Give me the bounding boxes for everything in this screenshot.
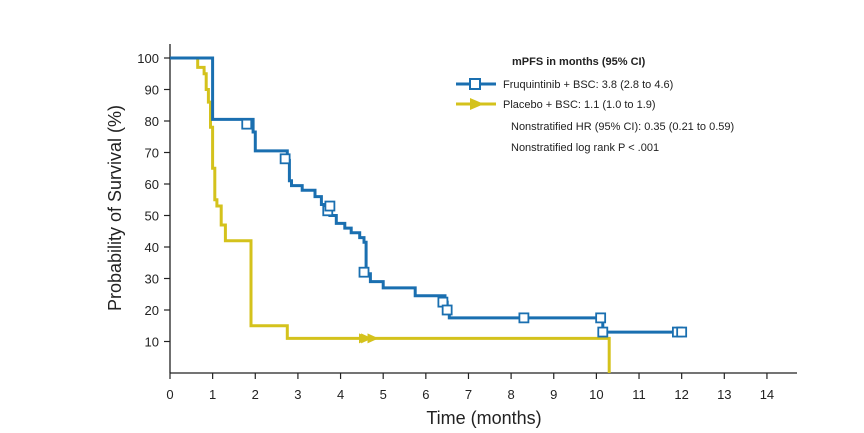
y-tick-label: 40 [145,240,159,255]
x-tick-label: 2 [252,387,259,402]
series-layer [170,56,688,373]
censor-mark-placebo [367,333,379,344]
y-tick-label: 100 [137,51,159,66]
y-tick-label: 70 [145,146,159,161]
x-tick-label: 0 [166,387,173,402]
y-ticks: 10 20 30 40 50 60 70 80 90 100 [137,51,170,350]
hr-annotation: Nonstratified HR (95% CI): 0.35 (0.21 to… [511,121,734,133]
x-tick-label: 8 [507,387,514,402]
x-tick-label: 14 [760,387,774,402]
y-tick-label: 20 [145,303,159,318]
y-tick-label: 10 [145,335,159,350]
censor-mark-fruquintinib [518,312,530,324]
censor-mark-fruquintinib [324,200,336,212]
x-tick-label: 1 [209,387,216,402]
y-tick-label: 50 [145,209,159,224]
censor-mark-fruquintinib [358,266,370,278]
x-tick-label: 12 [674,387,688,402]
x-tick-label: 3 [294,387,301,402]
x-tick-label: 7 [465,387,472,402]
legend-label-placebo: Placebo + BSC: 1.1 (1.0 to 1.9) [503,99,656,111]
logrank-annotation: Nonstratified log rank P < .001 [511,142,659,154]
legend-title: mPFS in months (95% CI) [512,56,646,68]
censor-mark-fruquintinib [441,304,453,316]
y-tick-label: 60 [145,177,159,192]
series-line-placebo [170,56,611,373]
y-tick-label: 80 [145,114,159,129]
y-tick-label: 30 [145,272,159,287]
censor-mark-fruquintinib [241,118,253,130]
x-tick-label: 9 [550,387,557,402]
censor-mark-fruquintinib [595,312,607,324]
x-tick-label: 13 [717,387,731,402]
legend-marker-placebo [470,98,484,110]
x-tick-label: 5 [380,387,387,402]
legend: mPFS in months (95% CI) Fruquintinib + B… [456,56,734,154]
x-axis-title: Time (months) [426,408,541,428]
legend-marker-fruquintinib [469,78,481,90]
censor-mark-fruquintinib [279,153,291,165]
y-tick-label: 90 [145,83,159,98]
x-tick-label: 4 [337,387,344,402]
series-line-fruquintinib [170,56,684,334]
x-ticks: 0 1 2 3 4 5 6 7 8 9 10 11 12 13 14 [166,373,774,402]
x-tick-label: 11 [632,387,646,402]
censor-mark-fruquintinib [597,326,609,338]
x-tick-label: 10 [589,387,603,402]
censor-mark-fruquintinib [676,326,688,338]
x-tick-label: 6 [422,387,429,402]
legend-label-fruquintinib: Fruquintinib + BSC: 3.8 (2.8 to 4.6) [503,79,673,91]
y-axis-title: Probability of Survival (%) [105,105,125,311]
censor-mark-placebo [361,333,373,344]
